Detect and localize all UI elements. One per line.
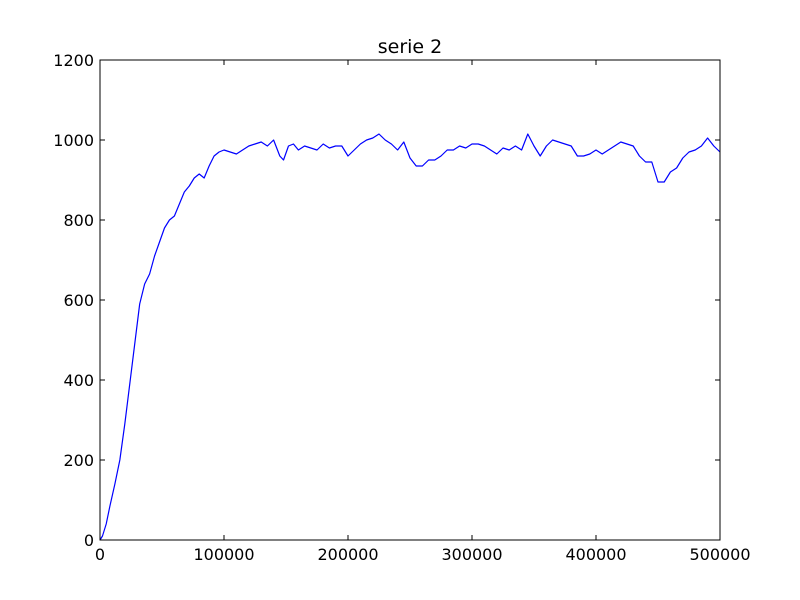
plot-data-layer xyxy=(99,133,721,541)
ticks-layer: 0 100000 200000 300000 400000 500000 0 200 400 60… xyxy=(53,51,750,564)
x-tick-label: 200000 xyxy=(317,545,378,564)
y-tick-label: 800 xyxy=(63,211,94,230)
y-tick-label: 0 xyxy=(84,531,94,550)
x-tick-label: 300000 xyxy=(441,545,502,564)
chart-title: serie 2 xyxy=(378,36,443,58)
x-tick-label: 0 xyxy=(95,545,105,564)
x-tick-label: 400000 xyxy=(565,545,626,564)
x-tick-label: 500000 xyxy=(689,545,750,564)
y-tick-label: 1200 xyxy=(53,51,94,70)
y-tick-label: 400 xyxy=(63,371,94,390)
series-line-1 xyxy=(99,133,721,541)
y-tick-label: 1000 xyxy=(53,131,94,150)
y-tick-label: 600 xyxy=(63,291,94,310)
y-tick-label: 200 xyxy=(63,451,94,470)
x-tick-label: 100000 xyxy=(193,545,254,564)
